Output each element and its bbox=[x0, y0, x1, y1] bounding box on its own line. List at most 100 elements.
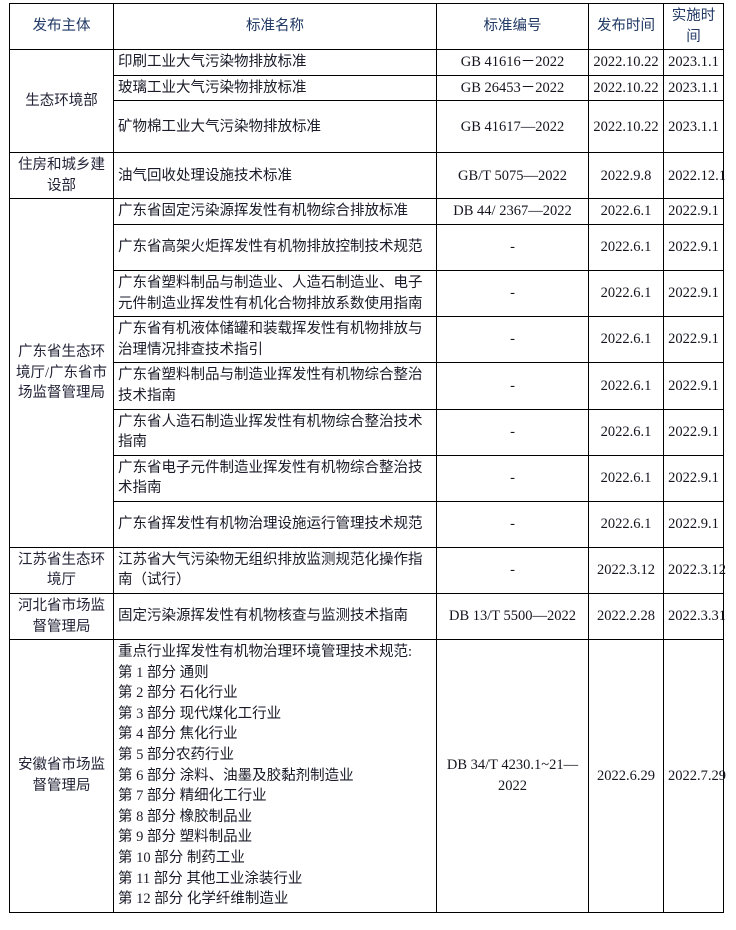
standard-part-item: 第 9 部分 塑料制品业 bbox=[118, 829, 253, 846]
standard-part-item: 第 2 部分 石化行业 bbox=[118, 685, 238, 702]
published-date-cell: 2022.2.28 bbox=[588, 592, 664, 641]
standard-code-cell: - bbox=[436, 362, 589, 410]
standard-name-cell: 油气回收处理设施技术标准 bbox=[113, 152, 437, 200]
implemented-date-cell: 2022.12.1 bbox=[663, 152, 726, 200]
table-row: 广东省有机液体储罐和装载挥发性有机物排放与治理情况排查技术指引 - 2022.6… bbox=[10, 316, 724, 364]
standard-name-cell: 江苏省大气污染物无组织排放监测规范化操作指南（试行） bbox=[113, 546, 437, 594]
implemented-date-cell: 2023.1.1 bbox=[663, 49, 724, 76]
standard-part-item: 第 6 部分 涂料、油墨及胶黏剂制造业 bbox=[118, 767, 354, 784]
table-row: 广东省塑料制品与制造业、人造石制造业、电子元件制造业挥发性有机化合物排放系数使用… bbox=[10, 270, 724, 318]
standard-name-cell: 广东省塑料制品与制造业挥发性有机物综合整治技术指南 bbox=[113, 362, 437, 410]
standard-name-cell: 固定污染源挥发性有机物核查与监测技术指南 bbox=[113, 592, 437, 641]
issuer-cell: 生态环境部 bbox=[9, 49, 114, 154]
published-date-cell: 2022.6.1 bbox=[588, 500, 664, 548]
published-date-cell: 2022.9.8 bbox=[588, 152, 664, 200]
standard-part-item: 第 11 部分 其他工业涂装行业 bbox=[118, 870, 303, 887]
implemented-date-cell: 2022.9.1 bbox=[663, 454, 724, 502]
column-header-issuer: 发布主体 bbox=[9, 2, 114, 51]
table-row: 玻璃工业大气污染物排放标准 GB 26453－2022 2022.10.22 2… bbox=[10, 74, 724, 102]
implemented-date-cell: 2022.9.1 bbox=[663, 316, 724, 364]
published-date-cell: 2022.6.29 bbox=[588, 639, 664, 913]
implemented-date-cell: 2022.3.12 bbox=[663, 546, 726, 594]
implemented-date-cell: 2022.9.1 bbox=[663, 270, 724, 318]
standard-name-cell: 广东省有机液体储罐和装载挥发性有机物排放与治理情况排查技术指引 bbox=[113, 316, 437, 364]
column-header-published: 发布时间 bbox=[588, 2, 664, 51]
standard-code-cell: GB 41616－2022 bbox=[436, 49, 589, 76]
table-row: 安徽省市场监督管理局 重点行业挥发性有机物治理环境管理技术规范: 第 1 部分 … bbox=[9, 639, 726, 913]
standard-code-line1: DB 34/T bbox=[446, 757, 498, 774]
table-row: 广东省挥发性有机物治理设施运行管理技术规范 - 2022.6.1 2022.9.… bbox=[10, 500, 724, 548]
standard-name-cell: 广东省塑料制品与制造业、人造石制造业、电子元件制造业挥发性有机化合物排放系数使用… bbox=[113, 270, 437, 318]
implemented-date-cell: 2023.1.1 bbox=[663, 100, 724, 154]
table-row: 河北省市场监督管理局 固定污染源挥发性有机物核查与监测技术指南 DB 13/T … bbox=[9, 592, 726, 641]
table-row: 江苏省生态环境厅 江苏省大气污染物无组织排放监测规范化操作指南（试行） - 20… bbox=[9, 546, 726, 594]
implemented-date-cell: 2022.9.1 bbox=[663, 500, 724, 548]
implemented-date-cell: 2022.9.1 bbox=[663, 224, 724, 272]
standard-code-cell: - bbox=[436, 270, 589, 318]
standard-code-cell: - bbox=[436, 454, 589, 502]
published-date-cell: 2022.6.1 bbox=[588, 270, 664, 318]
published-date-cell: 2022.6.1 bbox=[588, 224, 664, 272]
issuer-cell: 住房和城乡建设部 bbox=[9, 152, 114, 200]
table-row: 广东省高架火炬挥发性有机物排放控制技术规范 - 2022.6.1 2022.9.… bbox=[10, 224, 724, 272]
column-header-code: 标准编号 bbox=[436, 2, 589, 51]
implemented-date-cell: 2023.1.1 bbox=[663, 74, 724, 102]
standard-name-cell: 广东省挥发性有机物治理设施运行管理技术规范 bbox=[113, 500, 437, 548]
standard-part-item: 第 5 部分农药行业 bbox=[118, 747, 234, 764]
standard-code-cell: GB 41617—2022 bbox=[436, 100, 589, 154]
column-header-name: 标准名称 bbox=[113, 2, 437, 51]
standard-name-cell: 广东省电子元件制造业挥发性有机物综合整治技术指南 bbox=[113, 454, 437, 502]
standard-code-cell: DB 34/T 4230.1~21—2022 bbox=[436, 639, 589, 913]
standard-code-cell: - bbox=[436, 408, 589, 456]
implemented-date-cell: 2022.3.31 bbox=[663, 592, 726, 641]
standard-part-item: 第 3 部分 现代煤化工行业 bbox=[118, 705, 282, 722]
standard-code-cell: - bbox=[436, 224, 589, 272]
standard-part-item: 第 7 部分 精细化工行业 bbox=[118, 788, 267, 805]
standard-code-cell: DB 44/ 2367—2022 bbox=[436, 198, 589, 226]
issuer-cell: 河北省市场监督管理局 bbox=[9, 592, 114, 641]
standard-code-cell: GB 26453－2022 bbox=[436, 74, 589, 102]
published-date-cell: 2022.10.22 bbox=[588, 74, 664, 102]
table-row: 矿物棉工业大气污染物排放标准 GB 41617—2022 2022.10.22 … bbox=[10, 100, 724, 154]
standard-name-cell: 玻璃工业大气污染物排放标准 bbox=[113, 74, 437, 102]
published-date-cell: 2022.6.1 bbox=[588, 198, 664, 226]
standard-name-cell: 广东省人造石制造业挥发性有机物综合整治技术指南 bbox=[113, 408, 437, 456]
implemented-date-cell: 2022.9.1 bbox=[663, 362, 724, 410]
standards-table: 发布主体 标准名称 标准编号 发布时间 实施时间 生态环境部 印刷工业大气污染物… bbox=[9, 2, 726, 913]
published-date-cell: 2022.10.22 bbox=[588, 49, 664, 76]
standard-code-cell: - bbox=[436, 546, 589, 594]
published-date-cell: 2022.6.1 bbox=[588, 408, 664, 456]
standard-part-item: 第 12 部分 化学纤维制造业 bbox=[118, 891, 289, 908]
published-date-cell: 2022.6.1 bbox=[588, 316, 664, 364]
table-row: 广东省人造石制造业挥发性有机物综合整治技术指南 - 2022.6.1 2022.… bbox=[10, 408, 724, 456]
standard-name-cell: 印刷工业大气污染物排放标准 bbox=[113, 49, 437, 76]
issuer-cell: 安徽省市场监督管理局 bbox=[9, 639, 114, 913]
table-row: 广东省塑料制品与制造业挥发性有机物综合整治技术指南 - 2022.6.1 202… bbox=[10, 362, 724, 410]
published-date-cell: 2022.6.1 bbox=[588, 362, 664, 410]
table-header: 发布主体 标准名称 标准编号 发布时间 实施时间 bbox=[9, 2, 724, 51]
table-row: 广东省电子元件制造业挥发性有机物综合整治技术指南 - 2022.6.1 2022… bbox=[10, 454, 724, 502]
standard-name-cell: 广东省高架火炬挥发性有机物排放控制技术规范 bbox=[113, 224, 437, 272]
standard-code-line2: 4230.1~21—2022 bbox=[498, 757, 579, 794]
standard-name-cell: 重点行业挥发性有机物治理环境管理技术规范: 第 1 部分 通则 第 2 部分 石… bbox=[113, 639, 437, 913]
standard-code-cell: - bbox=[436, 316, 589, 364]
standard-code-cell: DB 13/T 5500—2022 bbox=[436, 592, 589, 641]
table-header-row: 发布主体 标准名称 标准编号 发布时间 实施时间 bbox=[9, 2, 724, 51]
table-body: 生态环境部 印刷工业大气污染物排放标准 GB 41616－2022 2022.1… bbox=[9, 49, 726, 913]
standard-part-item: 第 10 部分 制药工业 bbox=[118, 849, 245, 866]
column-header-implemented: 实施时间 bbox=[663, 2, 724, 51]
implemented-date-cell: 2022.7.29 bbox=[663, 639, 726, 913]
standard-code-cell: - bbox=[436, 500, 589, 548]
standard-part-item: 第 1 部分 通则 bbox=[118, 664, 209, 681]
table-row: 住房和城乡建设部 油气回收处理设施技术标准 GB/T 5075—2022 202… bbox=[9, 152, 726, 200]
published-date-cell: 2022.10.22 bbox=[588, 100, 664, 154]
table-row: 广东省生态环境厅/广东省市场监督管理局 广东省固定污染源挥发性有机物综合排放标准… bbox=[9, 198, 724, 548]
issuer-cell: 江苏省生态环境厅 bbox=[9, 546, 114, 594]
table-row: 生态环境部 印刷工业大气污染物排放标准 GB 41616－2022 2022.1… bbox=[9, 49, 724, 154]
implemented-date-cell: 2022.9.1 bbox=[663, 198, 724, 226]
standard-part-item: 第 8 部分 橡胶制品业 bbox=[118, 808, 253, 825]
published-date-cell: 2022.6.1 bbox=[588, 454, 664, 502]
standard-part-item: 第 4 部分 焦化行业 bbox=[118, 726, 238, 743]
standard-name-cell: 矿物棉工业大气污染物排放标准 bbox=[113, 100, 437, 154]
standard-code-cell: GB/T 5075—2022 bbox=[436, 152, 589, 200]
